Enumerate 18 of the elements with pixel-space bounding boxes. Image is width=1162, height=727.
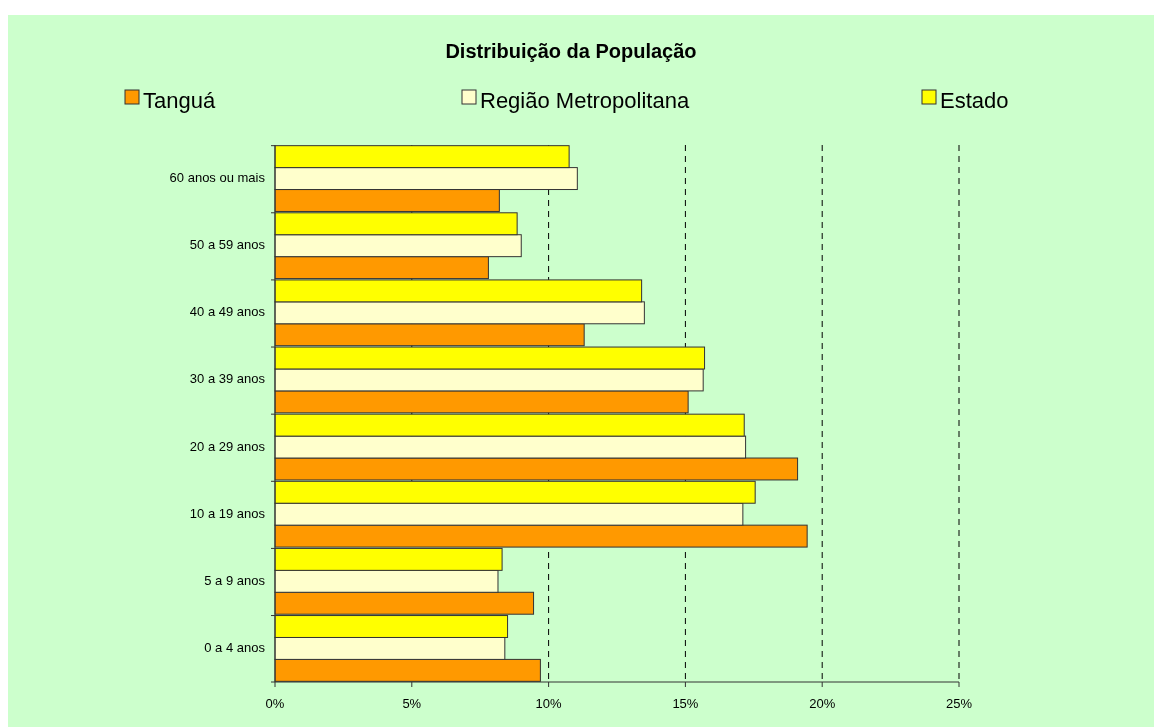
x-tick-label: 15% bbox=[672, 696, 699, 711]
chart-title: Distribuição da População bbox=[445, 40, 697, 62]
y-tick-label: 20 a 29 anos bbox=[189, 438, 266, 454]
y-tick-label: 60 anos ou mais bbox=[169, 170, 266, 185]
x-tick-label: 0% bbox=[265, 696, 285, 711]
y-tick-label: 10 a 19 anos bbox=[189, 505, 266, 521]
legend-label: Região Metropolitana bbox=[480, 87, 690, 113]
legend-label: Tanguá bbox=[143, 87, 216, 113]
x-tick-label: 20% bbox=[809, 696, 836, 711]
y-tick-label: 50 a 59 anos bbox=[189, 237, 266, 253]
y-tick-label: 0 a 4 anos bbox=[204, 639, 266, 655]
y-tick-label: 5 a 9 anos bbox=[204, 572, 266, 588]
legend-label: Estado bbox=[940, 87, 1009, 113]
x-tick-label: 10% bbox=[535, 696, 563, 711]
y-tick-label: 40 a 49 anos bbox=[189, 304, 266, 320]
y-tick-label: 30 a 39 anos bbox=[189, 371, 266, 387]
x-tick-label: 5% bbox=[402, 696, 422, 711]
x-tick-label: 25% bbox=[945, 696, 973, 711]
